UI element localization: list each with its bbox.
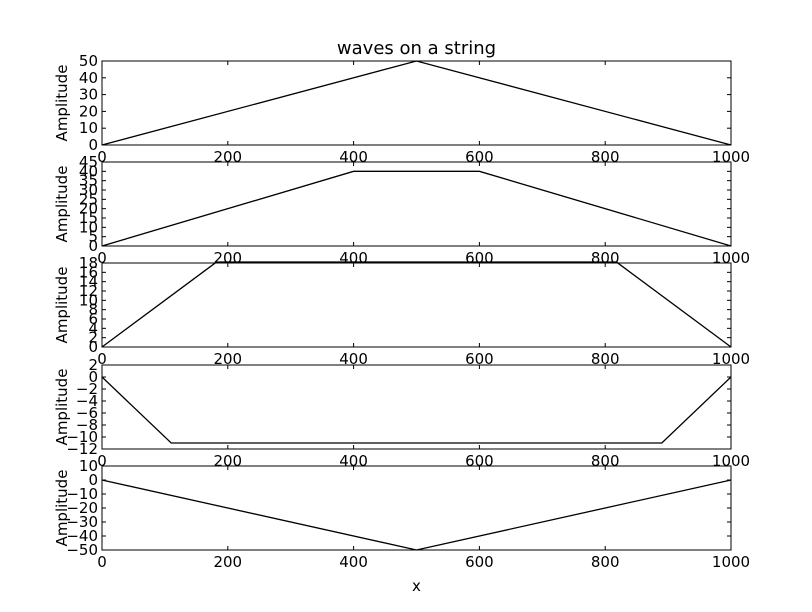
series-group [101, 261, 732, 348]
y-tick-label: 8 [88, 301, 98, 319]
x-tick-label: 200 [213, 553, 242, 571]
subplot-3: 0 200 400 600 800 1000024681012141618Amplitud… [53, 254, 750, 368]
y-tick-label: 30 [79, 86, 98, 104]
y-axis-label: Amplitude [53, 267, 71, 344]
plot-frame [101, 262, 732, 348]
x-tick-label: 800 [591, 553, 620, 571]
y-tick-label: 6 [88, 310, 98, 328]
series-line-1 [101, 170, 732, 247]
y-tick-label: −50 [66, 541, 98, 559]
x-tick-label: 200 [213, 350, 242, 368]
chart-title: waves on a string [337, 38, 496, 59]
y-tick-label: 40 [79, 69, 98, 87]
subplot-4: 0 200 400 600 800 1000−12−10−8−6−4−202Amplitu… [53, 356, 750, 470]
subplot-2: 0 200 400 600 800 1000051015202530354045Ampli… [53, 153, 750, 267]
y-tick-label: 10 [79, 457, 98, 475]
y-tick-label: 4 [88, 319, 98, 337]
series-line-1 [101, 376, 732, 444]
y-tick-label: −12 [66, 440, 98, 458]
series-group [101, 376, 732, 444]
x-axis-label: x [412, 577, 421, 595]
x-tick-label: 0 [97, 553, 107, 571]
y-tick-label: 20 [79, 102, 98, 120]
plot-frame [101, 60, 732, 146]
y-axis-label: Amplitude [53, 369, 71, 446]
y-tick-label: 5 [88, 228, 98, 246]
x-tick-label: 1000 [712, 553, 750, 571]
y-tick-label: −8 [76, 416, 98, 434]
y-tick-label: −4 [76, 392, 98, 410]
series-group [101, 60, 732, 146]
x-tick-label: 400 [339, 350, 368, 368]
y-tick-label: 0 [88, 237, 98, 255]
y-tick-label: 30 [79, 181, 98, 199]
y-tick-label: 20 [79, 200, 98, 218]
y-tick-label: 45 [79, 153, 98, 171]
y-tick-label: −30 [66, 513, 98, 531]
x-tick-label: 0 [97, 350, 107, 368]
y-tick-label: 2 [88, 329, 98, 347]
y-tick-label: 2 [88, 356, 98, 374]
y-tick-label: 0 [88, 338, 98, 356]
series-line-1 [101, 479, 732, 551]
x-tick-label: 400 [339, 553, 368, 571]
y-tick-label: −6 [76, 404, 98, 422]
x-tick-label: 0 [97, 452, 107, 470]
y-tick-label: 14 [79, 273, 98, 291]
y-tick-label: 0 [88, 471, 98, 489]
y-tick-label: 12 [79, 282, 98, 300]
y-axis-label: Amplitude [53, 470, 71, 547]
y-axis-label: Amplitude [53, 65, 71, 142]
y-tick-label: 0 [88, 136, 98, 154]
y-tick-label: 16 [79, 263, 98, 281]
y-tick-label: 0 [88, 368, 98, 386]
y-tick-label: −10 [66, 485, 98, 503]
y-tick-label: −20 [66, 499, 98, 517]
series-group [101, 170, 732, 247]
y-tick-label: 40 [79, 162, 98, 180]
x-tick-label: 1000 [712, 350, 750, 368]
y-tick-label: 10 [79, 218, 98, 236]
subplot-5: 0 200 400 600 800 1000−50−40−30−20−10010Ampli… [53, 457, 750, 595]
x-tick-label: 600 [465, 350, 494, 368]
y-tick-label: −2 [76, 380, 98, 398]
y-tick-label: −10 [66, 428, 98, 446]
series-group [101, 479, 732, 551]
y-tick-label: −40 [66, 527, 98, 545]
x-tick-label: 0 [97, 148, 107, 166]
y-tick-label: 18 [79, 254, 98, 272]
subplot-1: 0 200 400 600 800 100001020304050Amplitudewav… [53, 38, 750, 166]
y-tick-label: 15 [79, 209, 98, 227]
y-tick-label: 10 [79, 291, 98, 309]
x-tick-label: 800 [591, 350, 620, 368]
y-tick-label: 25 [79, 190, 98, 208]
y-tick-label: 50 [79, 52, 98, 70]
plot-frame [101, 364, 732, 450]
plot-frame [101, 161, 732, 247]
series-line-1 [101, 60, 732, 146]
x-tick-label: 600 [465, 553, 494, 571]
y-tick-label: 35 [79, 172, 98, 190]
plot-frame [101, 465, 732, 551]
x-tick-label: 0 [97, 249, 107, 267]
series-line-1 [101, 261, 732, 348]
y-tick-label: 10 [79, 119, 98, 137]
y-axis-label: Amplitude [53, 166, 71, 243]
